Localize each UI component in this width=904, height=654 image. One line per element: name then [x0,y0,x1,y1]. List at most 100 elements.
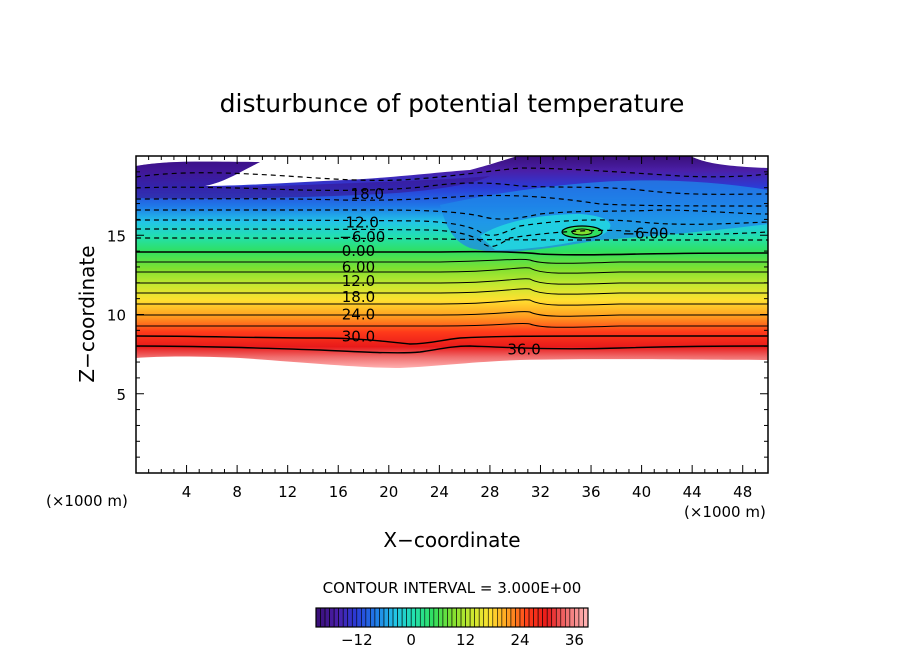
x-unit-label-left: (×1000 m) [46,492,128,510]
x-axis-label: X−coordinate [383,528,520,552]
x-unit-label-right: (×1000 m) [684,503,766,521]
colorbar-cell [438,607,444,628]
contour-label: 30.0 [342,328,375,346]
x-tick-label: 44 [683,483,702,501]
colorbar-cell [401,607,407,628]
contour-label: 36.0 [507,340,540,358]
colorbar-tick-labels: −12 0 12 24 36 [341,631,584,649]
colorbar-cell [469,607,475,628]
colorbar-cell [415,607,421,628]
x-tick-labels: 4 8 12 16 20 24 28 32 36 40 44 48 [182,483,752,501]
colorbar-cell [456,607,462,628]
contour-neg [136,228,768,248]
warm-anomaly-core [573,229,591,235]
colorbar-cell [329,607,335,628]
colorbar-cell [478,607,485,628]
contour-pos [136,335,768,345]
y-tick-label: 5 [116,386,126,404]
contour-pos [136,288,768,295]
contour-anomaly [571,228,593,236]
x-tick-label: 4 [182,483,192,501]
colorbar-frame [315,607,589,628]
x-tick-label: 20 [379,483,398,501]
colorbar-cell [578,607,584,628]
y-tick-label: 10 [107,307,126,325]
contour-pos [136,345,768,354]
colorbar-cell [442,607,448,628]
x-tick-label: 8 [232,483,242,501]
chart-title: disturbunce of potential temperature [220,89,685,118]
colorbar-cell [397,607,403,628]
colorbar-cell [392,607,398,628]
contour-label: 0.00 [342,242,375,260]
x-tick-label: 12 [278,483,297,501]
colorbar-cell [410,607,417,628]
contour-label: 12.0 [342,272,375,290]
x-tick-label: 32 [531,483,550,501]
colorbar-cell [370,607,376,628]
colorbar-cell [506,607,512,628]
contour-label: 18.0 [342,288,375,306]
contour-neg [136,182,768,195]
colorbar-cell [351,607,358,628]
y-tick-label: 15 [107,227,126,245]
colorbar-tick-label: 0 [406,631,416,649]
colorbar-cell [383,607,389,628]
colorbar-cell [342,607,349,628]
colorbar-cell [487,607,494,628]
contour-lines [136,167,768,354]
x-tick-label: 24 [430,483,449,501]
contour-label: 18.0 [351,185,384,203]
colorbar-cell [528,607,534,628]
colorbar-cell [406,607,412,628]
colorbar-cell [419,607,426,628]
x-tick-label: 16 [329,483,348,501]
colorbar-cell [574,607,580,628]
colorbar-cell [510,607,516,628]
colorbar-cell [451,607,457,628]
contour-zero [136,250,768,256]
colorbar-cell [474,607,480,628]
colorbar-tick-label: 36 [565,631,584,649]
colorbar-cell [524,607,530,628]
contour-neg [136,219,768,236]
contour-pos [136,299,768,306]
colorbar-tick-label: −12 [341,631,373,649]
contour-label: −6.00 [339,228,385,246]
contour-pos [136,278,768,285]
colorbar-cell [537,607,543,628]
contour-label: 12.0 [346,214,379,232]
colorbar-cell [356,607,362,628]
colorbar-cell [365,607,371,628]
colorbar-cell [583,607,589,628]
colorbar-cell [315,607,321,628]
y-tick-labels: 5 10 15 [107,227,126,404]
colorbar-cell [497,607,503,628]
contour-neg [136,237,768,241]
contour-neg [136,194,768,207]
x-tick-label: 48 [733,483,752,501]
colorbar-cell [447,607,453,628]
colorbar-cell [560,607,566,628]
colorbar-cell [429,607,435,628]
colorbar-cell [333,607,339,628]
axis-ticks [136,156,768,473]
colorbar-cell [492,607,498,628]
eddy-core [480,214,611,250]
colorbar-cell [379,607,385,628]
contour-interval-label: CONTOUR INTERVAL = 3.000E+00 [323,579,582,597]
colorbar-cell [320,607,326,628]
colorbar-cell [424,607,430,628]
x-tick-label: 40 [632,483,651,501]
contour-neg [136,209,768,220]
y-axis-label: Z−coordinate [75,245,99,382]
colorbar-cell [555,607,562,628]
colorbar-cell [551,607,557,628]
contour-pos [136,258,768,264]
colorbar-cell [515,607,521,628]
colorbar-cell [324,607,330,628]
colorbar-cell [374,607,380,628]
colorbar-cell [542,607,548,628]
colorbar-cell [483,607,489,628]
